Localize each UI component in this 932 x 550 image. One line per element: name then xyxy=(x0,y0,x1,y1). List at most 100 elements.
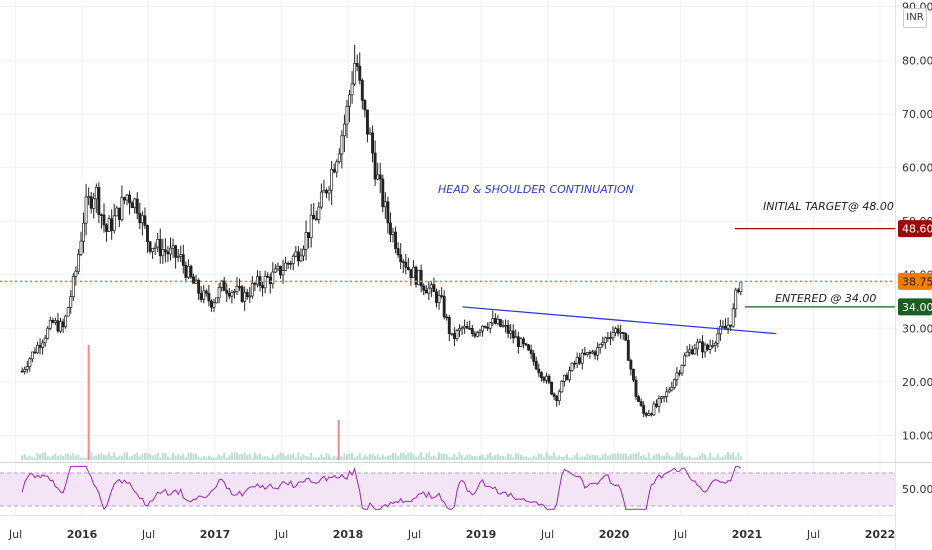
volume-bar xyxy=(514,452,517,460)
volume-bar xyxy=(670,456,673,460)
volume-bar xyxy=(379,457,382,460)
volume-bar xyxy=(118,455,121,460)
candle-body xyxy=(317,206,321,220)
candle-body xyxy=(125,194,129,201)
candle-body xyxy=(573,362,577,365)
candle-body xyxy=(337,153,341,163)
volume-bar xyxy=(85,457,88,460)
candle-body xyxy=(703,344,707,353)
volume-bar xyxy=(289,454,292,460)
volume-bar xyxy=(215,456,218,460)
candles xyxy=(20,44,743,418)
candle-body xyxy=(327,189,331,194)
volume-bar xyxy=(44,452,47,460)
volume-bar xyxy=(261,456,264,460)
time-tick-label: Jul xyxy=(141,528,155,541)
volume-bar xyxy=(197,456,200,460)
volume-bar xyxy=(519,454,522,460)
candle-body xyxy=(371,132,375,154)
candle-body xyxy=(153,246,157,249)
volume-bar xyxy=(210,456,213,460)
candle-body xyxy=(253,282,257,285)
volume-bar xyxy=(499,455,502,460)
candle-body xyxy=(389,222,392,235)
volume-bar xyxy=(629,454,632,460)
volume-spike-bar xyxy=(87,345,90,460)
candle-body xyxy=(332,169,336,173)
candle-body xyxy=(71,276,75,298)
volume-bar xyxy=(591,454,594,460)
volume-bar xyxy=(169,457,172,460)
candle-body xyxy=(248,295,252,298)
candle-body xyxy=(222,280,226,291)
time-tick-label: 2022 xyxy=(865,528,896,541)
volume-bar xyxy=(525,456,528,460)
candle-body xyxy=(89,196,93,209)
volume-bar xyxy=(698,455,701,460)
candle-body xyxy=(698,341,702,344)
candle-body xyxy=(135,198,139,214)
candle-body xyxy=(107,218,111,232)
volume-bar xyxy=(555,457,558,460)
candle-body xyxy=(529,349,533,354)
volume-bar xyxy=(683,455,686,460)
volume-bar xyxy=(292,453,295,460)
candle-body xyxy=(447,317,451,334)
volume-bar xyxy=(727,452,730,460)
candle-body xyxy=(435,291,438,303)
volume-bar xyxy=(668,455,671,460)
volume-bar xyxy=(154,454,157,460)
volume-bar xyxy=(450,457,453,460)
volume-bar xyxy=(675,452,678,460)
candle-body xyxy=(279,265,282,276)
volume-bar xyxy=(404,454,407,460)
candle-body xyxy=(629,360,633,370)
candle-body xyxy=(506,324,510,334)
volume-bar xyxy=(453,454,456,460)
currency-selector[interactable]: INR xyxy=(903,8,927,28)
candle-body xyxy=(501,325,505,327)
candle-body xyxy=(545,375,548,381)
candle-body xyxy=(186,265,190,278)
volume-bar xyxy=(361,457,364,460)
candle-body xyxy=(422,285,426,291)
volume-bar xyxy=(282,453,285,460)
candle-body xyxy=(23,369,27,372)
time-tick-label: 2016 xyxy=(67,528,98,541)
volume-bar xyxy=(264,456,267,460)
candle-body xyxy=(578,357,582,364)
volume-bar xyxy=(614,453,617,460)
volume-bar xyxy=(709,452,712,460)
volume-bar xyxy=(673,456,676,460)
volume-bar xyxy=(79,457,82,460)
candle-body xyxy=(197,279,201,294)
candle-body xyxy=(486,326,490,329)
volume-bar xyxy=(97,454,100,460)
candle-body xyxy=(509,330,513,334)
volume-bar xyxy=(123,452,126,460)
candle-body xyxy=(342,123,346,137)
candle-body xyxy=(711,345,715,347)
volume-bar xyxy=(412,454,415,460)
volume-bar xyxy=(573,455,576,460)
candle-body xyxy=(734,289,738,310)
volume-bar xyxy=(343,453,346,460)
candle-body xyxy=(348,94,351,107)
candle-body xyxy=(667,389,671,393)
candle-body xyxy=(105,224,109,232)
candle-body xyxy=(570,362,574,371)
volume-bar xyxy=(330,457,333,460)
time-tick-label: Jul xyxy=(407,528,421,541)
volume-bar xyxy=(284,455,287,460)
candle-body xyxy=(74,270,78,277)
candle-body xyxy=(409,269,413,278)
volume-bar xyxy=(647,452,650,460)
neckline-trendline[interactable] xyxy=(462,306,777,335)
candle-body xyxy=(729,324,733,327)
candle-body xyxy=(675,372,679,381)
volume-bar xyxy=(253,452,256,460)
candle-body xyxy=(36,344,39,354)
volume-bar xyxy=(448,456,451,460)
volume-bar xyxy=(507,453,510,460)
